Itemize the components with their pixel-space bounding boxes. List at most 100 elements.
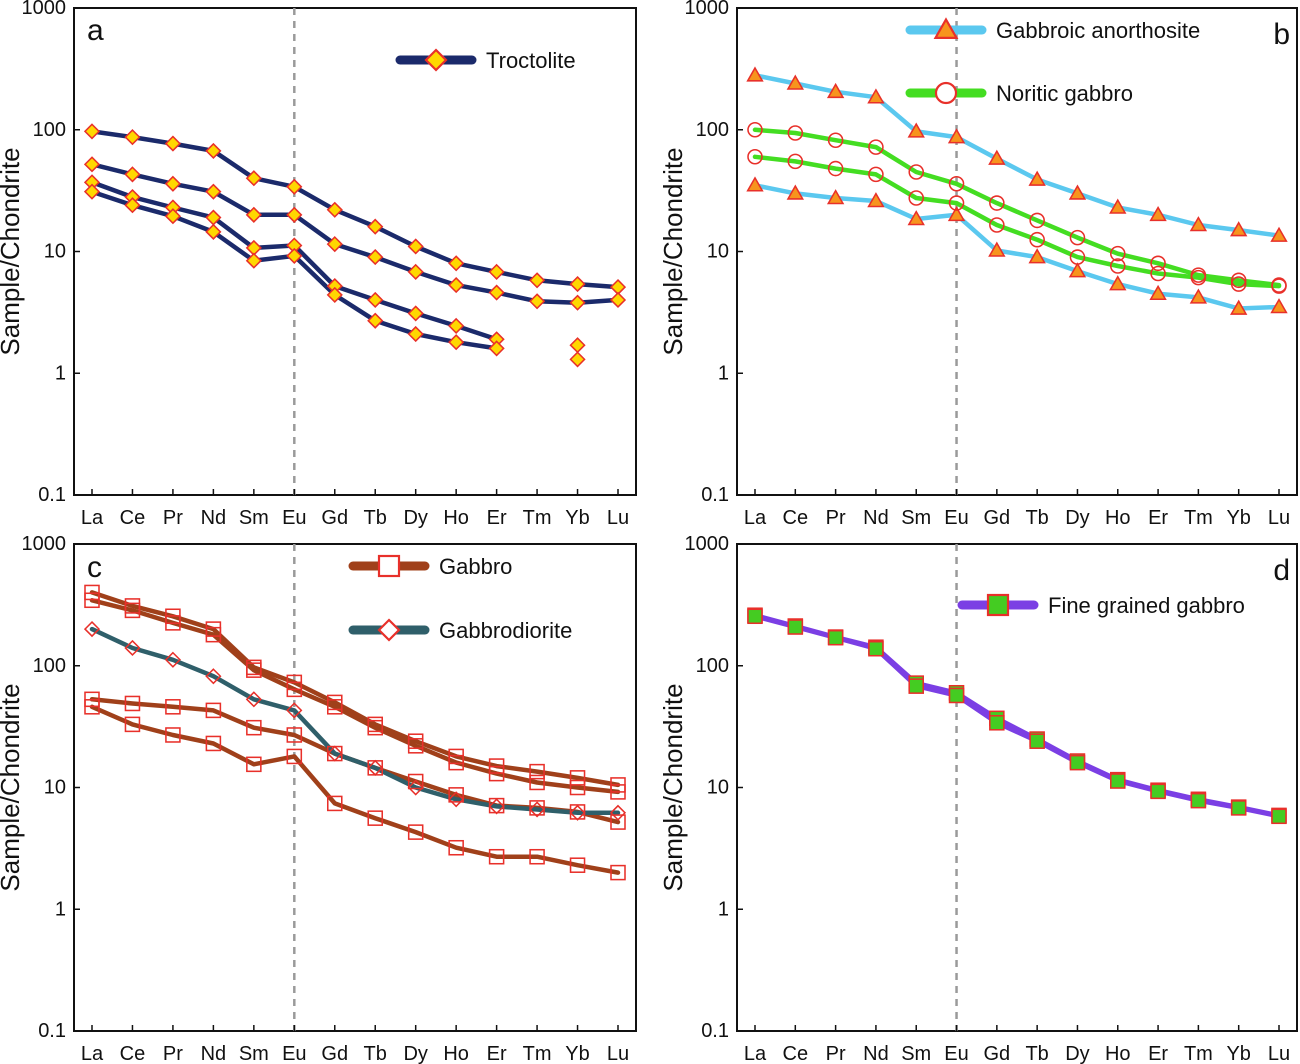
markers-gabbro bbox=[84, 592, 626, 800]
legend-label: Fine grained gabbro bbox=[1048, 593, 1245, 618]
series-line bbox=[752, 127, 1282, 288]
y-tick-label: 1 bbox=[55, 362, 66, 384]
data-point-lu bbox=[1271, 278, 1287, 294]
data-point-er bbox=[488, 284, 505, 301]
markers-troctolite bbox=[83, 156, 627, 311]
data-point-ho bbox=[448, 255, 465, 272]
y-tick-label: 10 bbox=[707, 777, 729, 799]
data-point-pr bbox=[827, 160, 844, 177]
x-tick-label-er: Er bbox=[1148, 1043, 1168, 1064]
data-point-lu bbox=[1270, 226, 1288, 242]
data-point-la bbox=[83, 621, 101, 638]
data-point-yb bbox=[569, 857, 586, 873]
legend-marker bbox=[424, 48, 448, 72]
data-point-ho bbox=[448, 791, 465, 808]
y-tick-label: 1 bbox=[718, 898, 729, 920]
x-tick-label-gd: Gd bbox=[984, 1043, 1011, 1064]
data-point-pr bbox=[164, 651, 182, 668]
x-tick-label-tb: Tb bbox=[1025, 1043, 1048, 1064]
x-tick-label-tb: Tb bbox=[1025, 507, 1048, 529]
data-point-lu bbox=[610, 864, 626, 881]
x-tick-label-dy: Dy bbox=[1065, 1043, 1089, 1064]
y-tick-label: 1 bbox=[718, 362, 729, 384]
data-point-nd bbox=[868, 139, 884, 155]
data-point-dy bbox=[407, 738, 424, 754]
x-tick-label-dy: Dy bbox=[403, 1043, 427, 1064]
data-point-nd bbox=[205, 702, 222, 719]
panel-letter: b bbox=[1273, 18, 1290, 51]
data-point-tm bbox=[529, 774, 545, 791]
data-point-dy bbox=[1069, 229, 1086, 246]
series-gabbrodiorite bbox=[89, 626, 621, 816]
data-point-ce bbox=[124, 639, 141, 657]
panel-letter: c bbox=[87, 551, 102, 584]
markers-troctolite bbox=[83, 183, 586, 368]
x-tick-label-er: Er bbox=[487, 507, 507, 529]
data-point-tb bbox=[1029, 212, 1045, 229]
x-tick-label-eu: Eu bbox=[944, 1043, 968, 1064]
data-point-ho bbox=[1109, 773, 1126, 789]
legend-marker bbox=[377, 554, 401, 578]
data-point-tm bbox=[529, 800, 545, 816]
x-tick-label-lu: Lu bbox=[607, 1043, 629, 1064]
data-point-er bbox=[488, 848, 505, 865]
x-tick-label-gd: Gd bbox=[984, 507, 1011, 529]
x-tick-label-pr: Pr bbox=[826, 507, 846, 529]
data-point-la bbox=[83, 123, 101, 140]
data-point-ho bbox=[448, 334, 465, 351]
y-tick-label: 100 bbox=[33, 655, 66, 677]
data-point-eu bbox=[286, 702, 303, 719]
data-point-ce bbox=[786, 184, 804, 200]
data-point-dy bbox=[407, 824, 424, 840]
data-point-sm bbox=[245, 252, 262, 269]
x-tick-label-sm: Sm bbox=[239, 507, 269, 529]
data-point-yb bbox=[569, 779, 586, 796]
y-axis-title: Sample/Chondrite bbox=[0, 683, 25, 891]
markers-noritic-gabbro bbox=[747, 121, 1287, 293]
data-point-eu bbox=[286, 681, 303, 698]
data-point-er bbox=[1150, 783, 1166, 800]
chart-panel-b: 0.1 1 10 100 1000 La Ce Pr Nd Sm Eu Gd Tb Dy Ho Er Tm Yb L… bbox=[658, 0, 1298, 529]
data-point-er bbox=[1149, 284, 1167, 301]
data-point-sm bbox=[245, 206, 262, 223]
data-point-nd bbox=[867, 88, 885, 104]
legend-item: Gabbro bbox=[348, 554, 512, 579]
legend-label: Gabbroic anorthosite bbox=[996, 18, 1200, 43]
data-point-sm bbox=[246, 662, 262, 678]
data-point-nd bbox=[867, 192, 885, 208]
legend-marker bbox=[933, 17, 959, 39]
data-point-tb bbox=[1029, 733, 1045, 749]
legend-label: Noritic gabbro bbox=[996, 81, 1133, 106]
chart-panel-d: 0.1 1 10 100 1000 La Ce Pr Nd Sm Eu Gd Tb Dy Ho Er Tm Yb L… bbox=[658, 533, 1298, 1064]
x-tick-label-ce: Ce bbox=[783, 1043, 809, 1064]
data-point-lu bbox=[609, 291, 627, 309]
data-point-sm bbox=[245, 170, 262, 187]
x-tick-label-nd: Nd bbox=[863, 507, 889, 529]
legend-label: Troctolite bbox=[486, 48, 576, 73]
series-line bbox=[752, 183, 1282, 311]
data-point-dy bbox=[407, 263, 424, 280]
data-point-tb bbox=[367, 248, 384, 266]
data-point-tb bbox=[1028, 248, 1046, 264]
markers-gabbroic-anorthosite bbox=[746, 176, 1288, 315]
data-point-pr bbox=[164, 208, 182, 225]
y-axis-title: Sample/Chondrite bbox=[658, 683, 688, 891]
x-tick-label-er: Er bbox=[487, 1043, 507, 1064]
data-point-la bbox=[84, 699, 100, 715]
x-tick-label-la: La bbox=[744, 507, 767, 529]
x-tick-label-dy: Dy bbox=[1065, 507, 1089, 529]
data-point-ho bbox=[448, 839, 464, 856]
chart-panel-a: 0.1 1 10 100 1000 La Ce Pr Nd Sm Eu Gd Tb Dy Ho Er Tm Yb L… bbox=[0, 0, 637, 529]
data-point-tm bbox=[529, 763, 545, 780]
series-gabbroic-anorthosite bbox=[752, 183, 1282, 311]
data-point-tb bbox=[1029, 231, 1045, 248]
x-tick-label-yb: Yb bbox=[565, 507, 589, 529]
data-point-pr bbox=[165, 615, 181, 631]
data-point-nd bbox=[868, 166, 884, 183]
legend-item: Gabbroic anorthosite bbox=[905, 17, 1200, 43]
data-point-tm bbox=[1189, 288, 1208, 304]
data-point-la bbox=[84, 584, 100, 601]
data-point-dy bbox=[1069, 249, 1086, 265]
x-tick-label-eu: Eu bbox=[944, 507, 968, 529]
data-point-gd bbox=[326, 286, 343, 303]
